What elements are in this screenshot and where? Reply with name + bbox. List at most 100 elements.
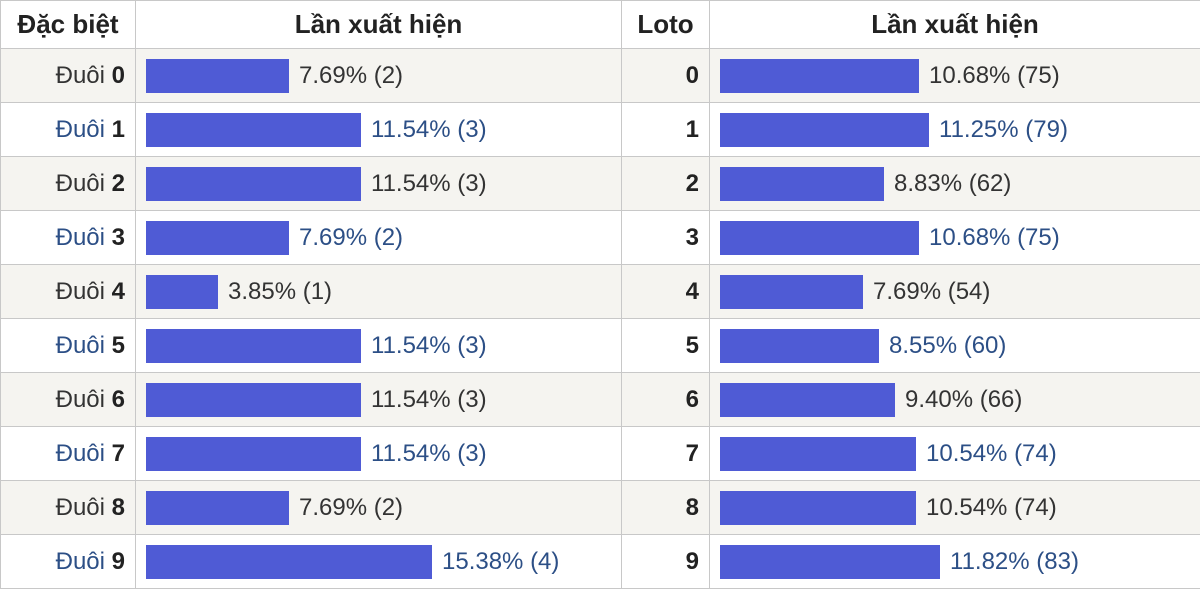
dac-biet-bar-wrap: 11.54% (3) — [146, 113, 621, 147]
table-row: Đuôi 4 3.85% (1) 4 7.69% (54) — [1, 265, 1200, 319]
dac-biet-bar-wrap: 15.38% (4) — [146, 545, 621, 579]
dac-biet-prefix: Đuôi — [56, 278, 112, 305]
dac-biet-prefix: Đuôi — [56, 386, 112, 413]
table-row: Đuôi 5 11.54% (3) 5 8.55% (60) — [1, 319, 1200, 373]
dac-biet-digit: 9 — [112, 548, 125, 575]
dac-biet-digit: 3 — [112, 224, 125, 251]
dac-biet-bar-wrap: 7.69% (2) — [146, 59, 621, 93]
loto-bar-cell: 8.83% (62) — [710, 157, 1200, 211]
dac-biet-label[interactable]: Đuôi 9 — [1, 535, 136, 589]
loto-label: 0 — [622, 49, 710, 103]
dac-biet-value-label: 7.69% (2) — [299, 494, 403, 522]
loto-label: 4 — [622, 265, 710, 319]
dac-biet-bar-wrap: 7.69% (2) — [146, 221, 621, 255]
loto-bar — [720, 221, 919, 255]
dac-biet-label[interactable]: Đuôi 4 — [1, 265, 136, 319]
dac-biet-bar-cell: 7.69% (2) — [136, 481, 622, 535]
dac-biet-value-label: 15.38% (4) — [442, 548, 559, 576]
table-body: Đuôi 0 7.69% (2) 0 10.68% (75) Đuôi 1 11.54% … — [1, 49, 1200, 589]
dac-biet-value-label: 11.54% (3) — [371, 440, 487, 468]
dac-biet-value-label: 11.54% (3) — [371, 116, 487, 144]
dac-biet-bar — [146, 167, 361, 201]
dac-biet-prefix: Đuôi — [56, 332, 112, 359]
loto-bar — [720, 275, 863, 309]
dac-biet-bar-wrap: 3.85% (1) — [146, 275, 621, 309]
loto-bar — [720, 437, 916, 471]
dac-biet-bar — [146, 491, 289, 525]
dac-biet-bar-cell: 7.69% (2) — [136, 211, 622, 265]
dac-biet-bar-wrap: 11.54% (3) — [146, 383, 621, 417]
dac-biet-label[interactable]: Đuôi 3 — [1, 211, 136, 265]
loto-label: 7 — [622, 427, 710, 481]
table-row: Đuôi 3 7.69% (2) 3 10.68% (75) — [1, 211, 1200, 265]
dac-biet-bar — [146, 275, 218, 309]
loto-bar — [720, 329, 879, 363]
loto-label: 5 — [622, 319, 710, 373]
loto-value-label: 8.83% (62) — [894, 170, 1011, 198]
loto-value-label: 11.82% (83) — [950, 548, 1079, 576]
table-row: Đuôi 8 7.69% (2) 8 10.54% (74) — [1, 481, 1200, 535]
loto-value-label: 10.54% (74) — [926, 440, 1057, 468]
dac-biet-bar — [146, 221, 289, 255]
dac-biet-value-label: 3.85% (1) — [228, 278, 332, 306]
dac-biet-digit: 2 — [112, 170, 125, 197]
dac-biet-label[interactable]: Đuôi 7 — [1, 427, 136, 481]
header-lan-xuat-hien-left: Lần xuất hiện — [136, 1, 622, 49]
table-row: Đuôi 6 11.54% (3)6 9.40% (66) — [1, 373, 1200, 427]
loto-bar-wrap: 8.83% (62) — [720, 167, 1200, 201]
dac-biet-prefix: Đuôi — [56, 116, 112, 143]
loto-label: 9 — [622, 535, 710, 589]
loto-value-label: 11.25% (79) — [939, 116, 1068, 144]
loto-value-label: 9.40% (66) — [905, 386, 1022, 414]
dac-biet-value-label: 11.54% (3) — [371, 332, 487, 360]
dac-biet-prefix: Đuôi — [56, 440, 112, 467]
loto-value-label: 10.54% (74) — [926, 494, 1057, 522]
loto-bar-wrap: 10.68% (75) — [720, 221, 1200, 255]
loto-label: 2 — [622, 157, 710, 211]
header-lan-xuat-hien-right: Lần xuất hiện — [710, 1, 1200, 49]
dac-biet-label[interactable]: Đuôi 2 — [1, 157, 136, 211]
dac-biet-label[interactable]: Đuôi 1 — [1, 103, 136, 157]
dac-biet-prefix: Đuôi — [56, 494, 112, 521]
table-row: Đuôi 2 11.54% (3) 2 8.83% (62) — [1, 157, 1200, 211]
loto-bar-cell: 8.55% (60) — [710, 319, 1200, 373]
dac-biet-bar — [146, 329, 361, 363]
dac-biet-value-label: 7.69% (2) — [299, 62, 403, 90]
loto-label: 6 — [622, 373, 710, 427]
dac-biet-bar-wrap: 11.54% (3) — [146, 167, 621, 201]
loto-bar-cell: 7.69% (54) — [710, 265, 1200, 319]
loto-bar-cell: 11.82% (83) — [710, 535, 1200, 589]
loto-bar — [720, 113, 929, 147]
dac-biet-bar-cell: 11.54% (3) — [136, 427, 622, 481]
dac-biet-prefix: Đuôi — [56, 224, 112, 251]
dac-biet-bar-cell: 11.54% (3) — [136, 103, 622, 157]
loto-bar-wrap: 9.40% (66) — [720, 383, 1200, 417]
loto-bar-cell: 10.54% (74) — [710, 427, 1200, 481]
dac-biet-value-label: 11.54% (3) — [371, 170, 487, 198]
dac-biet-value-label: 7.69% (2) — [299, 224, 403, 252]
loto-bar-wrap: 10.54% (74) — [720, 491, 1200, 525]
dac-biet-bar — [146, 437, 361, 471]
dac-biet-digit: 4 — [112, 278, 125, 305]
loto-bar-wrap: 8.55% (60) — [720, 329, 1200, 363]
dac-biet-prefix: Đuôi — [56, 548, 112, 575]
dac-biet-bar-cell: 11.54% (3) — [136, 373, 622, 427]
dac-biet-bar-cell: 3.85% (1) — [136, 265, 622, 319]
dac-biet-label[interactable]: Đuôi 8 — [1, 481, 136, 535]
loto-bar — [720, 167, 884, 201]
dac-biet-label[interactable]: Đuôi 6 — [1, 373, 136, 427]
dac-biet-bar-cell: 15.38% (4) — [136, 535, 622, 589]
loto-bar-cell: 10.54% (74) — [710, 481, 1200, 535]
loto-value-label: 8.55% (60) — [889, 332, 1006, 360]
dac-biet-label[interactable]: Đuôi 5 — [1, 319, 136, 373]
loto-bar-wrap: 10.68% (75) — [720, 59, 1200, 93]
loto-label: 8 — [622, 481, 710, 535]
loto-bar — [720, 491, 916, 525]
loto-bar-cell: 11.25% (79) — [710, 103, 1200, 157]
dac-biet-bar — [146, 59, 289, 93]
dac-biet-digit: 8 — [112, 494, 125, 521]
dac-biet-label[interactable]: Đuôi 0 — [1, 49, 136, 103]
loto-value-label: 7.69% (54) — [873, 278, 990, 306]
dac-biet-bar-wrap: 7.69% (2) — [146, 491, 621, 525]
